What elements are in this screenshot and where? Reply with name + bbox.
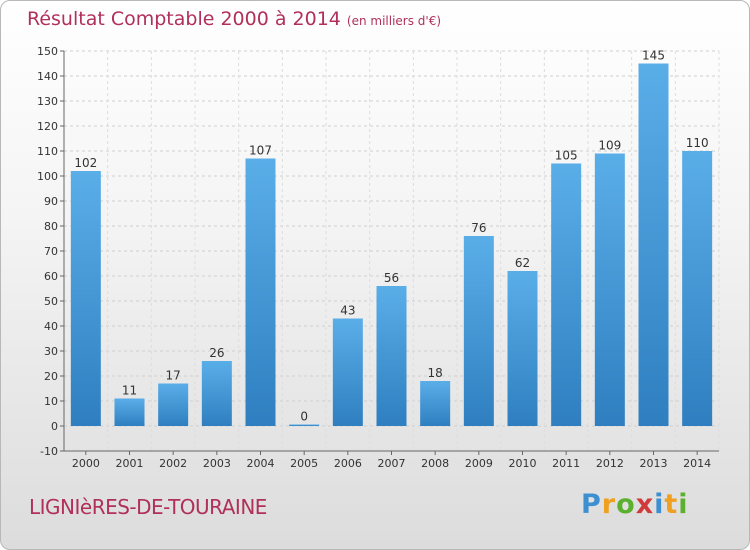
logo-letter: i: [678, 489, 689, 520]
y-tick-label: 150: [37, 45, 58, 58]
y-tick-label: 80: [44, 220, 58, 233]
x-tick-label: 2013: [640, 457, 668, 470]
bar-value-label: 43: [340, 304, 355, 318]
bar: [551, 163, 582, 426]
x-tick-label: 2003: [203, 457, 231, 470]
bar: [594, 153, 625, 426]
x-tick-label: 2002: [159, 457, 187, 470]
logo-letter: x: [635, 489, 655, 520]
bar: [70, 171, 101, 426]
y-tick-label: 20: [44, 370, 58, 383]
bar: [682, 151, 713, 426]
x-tick-label: 2009: [465, 457, 493, 470]
bar: [507, 271, 538, 426]
y-tick-label: 120: [37, 120, 58, 133]
y-tick-label: 10: [44, 395, 58, 408]
chart-title-text: Résultat Comptable 2000 à 2014: [27, 8, 341, 30]
bar-value-label: 110: [686, 136, 709, 150]
logo-letter: r: [601, 489, 617, 520]
y-tick-label: 140: [37, 70, 58, 83]
y-tick-label: 40: [44, 320, 58, 333]
bar-value-label: 105: [555, 149, 578, 163]
bar-value-label: 56: [384, 271, 399, 285]
bar-value-label: 102: [74, 156, 97, 170]
bar: [420, 381, 451, 426]
x-tick-label: 2000: [72, 457, 100, 470]
bar: [376, 286, 407, 426]
y-tick-label: -10: [40, 445, 58, 458]
x-axis: 2000 2001 2002 2003 2004 2005 2006 2007 2008 2009…: [64, 450, 719, 470]
bar-value-label: 76: [471, 221, 486, 235]
bar-value-label: 11: [122, 384, 137, 398]
bar: [158, 383, 189, 426]
bar: [332, 318, 363, 426]
logo-letter: P: [581, 489, 602, 520]
place-name: LIGNIèRES-DE-TOURAINE: [29, 495, 267, 519]
x-tick-label: 2006: [334, 457, 362, 470]
chart-unit: (en milliers d'€): [346, 14, 442, 28]
bar-value-label: 107: [249, 144, 272, 158]
bar: [463, 236, 494, 426]
y-tick-label: 70: [44, 245, 58, 258]
logo-letter: o: [616, 489, 636, 520]
bar-value-label: 109: [598, 139, 621, 153]
bar: [201, 361, 232, 426]
x-tick-label: 2004: [247, 457, 275, 470]
x-tick-label: 2007: [378, 457, 406, 470]
bar: [638, 63, 669, 426]
chart-title: Résultat Comptable 2000 à 2014 (en millie…: [27, 8, 441, 30]
value-labels: 102 11 17 26 107 0 43 56 18 76 62 105 109 145 110: [74, 49, 708, 424]
x-tick-label: 2001: [116, 457, 144, 470]
y-tick-label: 90: [44, 195, 58, 208]
y-tick-label: 100: [37, 170, 58, 183]
bar: [289, 424, 320, 426]
y-tick-label: 130: [37, 95, 58, 108]
bar-value-label: 26: [209, 346, 224, 360]
x-tick-label: 2012: [596, 457, 624, 470]
bar-value-label: 17: [166, 369, 181, 383]
bar: [245, 158, 276, 426]
bar-value-label: 62: [515, 256, 530, 270]
x-tick-label: 2010: [509, 457, 537, 470]
proxiti-logo: Proxiti: [581, 489, 689, 520]
y-tick-label: 60: [44, 270, 58, 283]
bars: [70, 63, 713, 426]
logo-letter: t: [664, 489, 679, 520]
y-tick-label: 30: [44, 345, 58, 358]
y-tick-label: 0: [51, 420, 58, 433]
y-tick-label: 110: [37, 145, 58, 158]
x-tick-label: 2014: [683, 457, 711, 470]
x-tick-label: 2005: [290, 457, 318, 470]
bar-value-label: 145: [642, 49, 665, 63]
x-tick-label: 2011: [552, 457, 580, 470]
y-axis: -10 0 10 20 30 40 50 60 70 80 90 100 110 120 130 140 150: [37, 45, 65, 458]
y-tick-label: 50: [44, 295, 58, 308]
x-tick-label: 2008: [421, 457, 449, 470]
bar: [114, 398, 145, 426]
grid: [63, 50, 720, 452]
logo-letter: i: [654, 489, 665, 520]
bar-value-label: 18: [428, 366, 443, 380]
bar-value-label: 0: [300, 410, 308, 424]
